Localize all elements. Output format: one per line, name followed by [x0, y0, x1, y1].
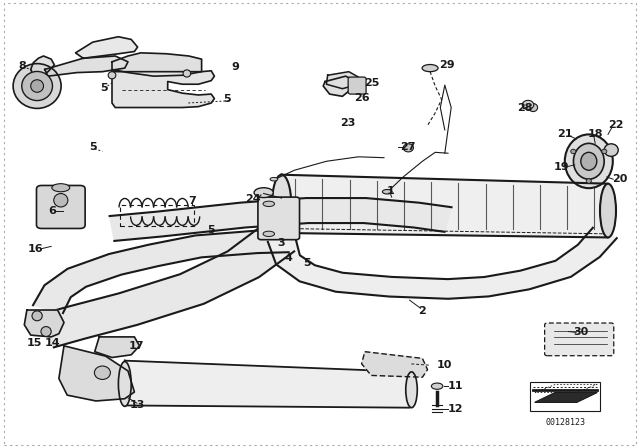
Ellipse shape — [383, 190, 392, 194]
Text: 16: 16 — [28, 244, 43, 254]
Text: 26: 26 — [354, 93, 369, 103]
Text: 7: 7 — [188, 196, 196, 206]
Text: 5: 5 — [223, 95, 231, 104]
Polygon shape — [112, 53, 202, 76]
Ellipse shape — [586, 179, 591, 183]
Ellipse shape — [431, 383, 443, 389]
Ellipse shape — [403, 144, 413, 152]
Text: 5: 5 — [100, 83, 108, 93]
Ellipse shape — [604, 144, 618, 156]
Ellipse shape — [565, 134, 613, 188]
Ellipse shape — [406, 372, 417, 408]
Text: 2: 2 — [419, 306, 426, 316]
Polygon shape — [362, 352, 428, 377]
FancyBboxPatch shape — [545, 323, 614, 356]
Text: 10: 10 — [437, 360, 452, 370]
FancyBboxPatch shape — [348, 77, 366, 94]
Polygon shape — [122, 361, 415, 408]
Polygon shape — [323, 76, 355, 96]
Polygon shape — [112, 71, 214, 108]
Text: 21: 21 — [557, 129, 572, 139]
Ellipse shape — [118, 362, 131, 406]
Ellipse shape — [263, 201, 275, 207]
Polygon shape — [76, 37, 138, 58]
Ellipse shape — [22, 71, 52, 101]
Polygon shape — [326, 72, 358, 89]
Polygon shape — [535, 392, 597, 402]
Text: 14: 14 — [45, 338, 60, 348]
Text: 30: 30 — [573, 327, 589, 336]
Ellipse shape — [54, 194, 68, 207]
Polygon shape — [268, 228, 617, 299]
Polygon shape — [59, 346, 134, 401]
Ellipse shape — [183, 70, 191, 77]
Polygon shape — [33, 230, 289, 313]
Text: 00128123: 00128123 — [545, 418, 585, 427]
Text: 29: 29 — [439, 60, 454, 70]
FancyBboxPatch shape — [36, 185, 85, 228]
Ellipse shape — [602, 149, 607, 154]
Text: 22: 22 — [608, 121, 623, 130]
Text: 17: 17 — [129, 341, 144, 351]
Ellipse shape — [573, 143, 604, 179]
Polygon shape — [31, 56, 54, 81]
Polygon shape — [24, 310, 64, 337]
Text: 8: 8 — [19, 61, 26, 71]
Ellipse shape — [52, 184, 70, 192]
Bar — [530, 382, 600, 411]
Ellipse shape — [529, 103, 538, 112]
Ellipse shape — [254, 188, 273, 198]
Ellipse shape — [263, 231, 275, 237]
Ellipse shape — [522, 100, 534, 109]
Text: 5: 5 — [207, 225, 215, 235]
Ellipse shape — [571, 149, 576, 154]
Text: 15: 15 — [26, 338, 42, 348]
Text: 18: 18 — [588, 129, 603, 139]
Bar — [120, 205, 194, 226]
Ellipse shape — [41, 327, 51, 336]
Text: 19: 19 — [554, 162, 570, 172]
Ellipse shape — [95, 366, 111, 379]
Text: 4: 4 — [284, 253, 292, 263]
Text: 28: 28 — [517, 103, 532, 112]
Polygon shape — [95, 337, 140, 358]
Ellipse shape — [13, 64, 61, 108]
Text: 5: 5 — [89, 142, 97, 152]
Ellipse shape — [600, 184, 616, 237]
Text: 25: 25 — [364, 78, 380, 88]
Text: 13: 13 — [129, 401, 145, 410]
Text: 12: 12 — [448, 404, 463, 414]
Text: 5: 5 — [303, 258, 311, 268]
Ellipse shape — [272, 175, 291, 233]
FancyBboxPatch shape — [258, 197, 300, 240]
Ellipse shape — [31, 80, 44, 92]
Ellipse shape — [108, 72, 116, 79]
Text: 9: 9 — [232, 62, 239, 72]
Polygon shape — [45, 56, 128, 76]
Polygon shape — [278, 175, 614, 237]
Ellipse shape — [422, 65, 438, 72]
Ellipse shape — [581, 152, 597, 170]
Text: 20: 20 — [612, 174, 627, 184]
Text: 1: 1 — [387, 186, 394, 196]
Text: 3: 3 — [278, 238, 285, 248]
Text: 23: 23 — [340, 118, 355, 128]
Ellipse shape — [32, 311, 42, 321]
Text: 11: 11 — [448, 381, 463, 391]
Polygon shape — [36, 228, 294, 347]
Ellipse shape — [270, 177, 278, 181]
Text: 24: 24 — [245, 194, 260, 204]
Text: 6: 6 — [49, 206, 56, 215]
Text: 27: 27 — [401, 142, 416, 152]
Polygon shape — [109, 198, 451, 241]
